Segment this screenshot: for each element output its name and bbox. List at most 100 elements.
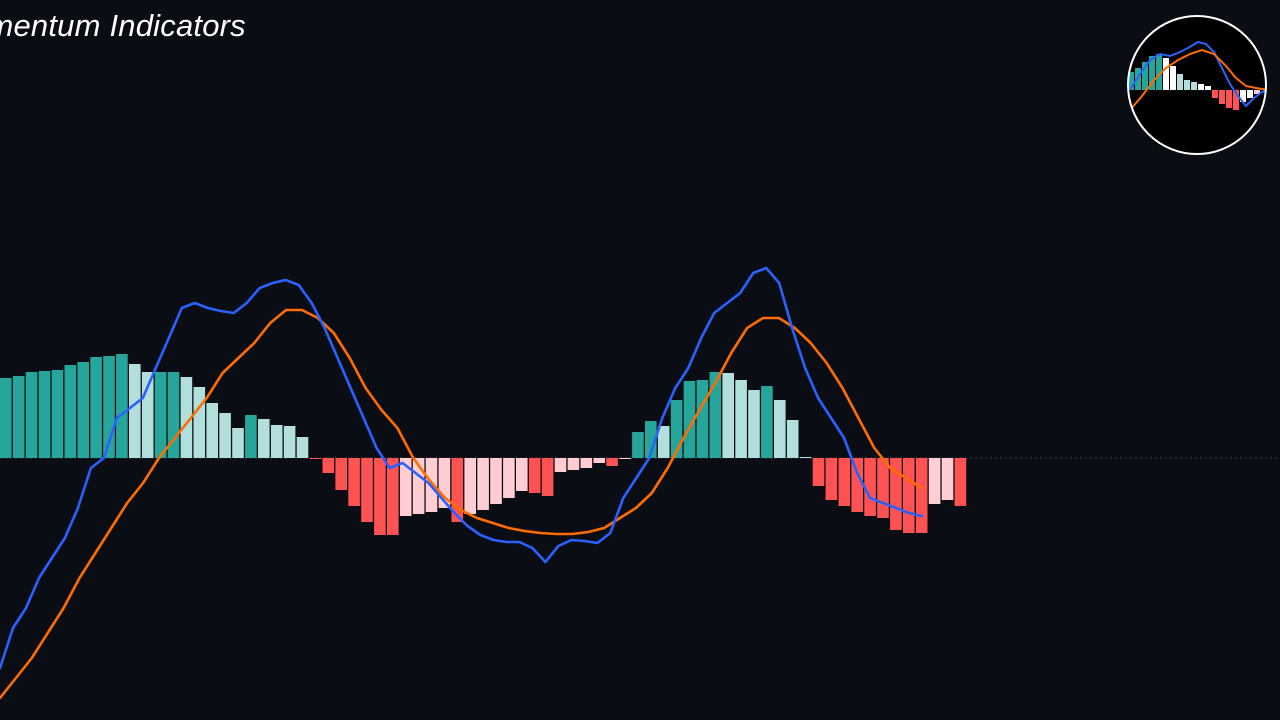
histogram-bar: [541, 458, 554, 496]
logo-histogram-bar: [1184, 80, 1190, 90]
histogram-bar: [567, 458, 580, 470]
logo-histogram-bar: [1170, 66, 1176, 90]
histogram-bar: [722, 373, 734, 458]
logo-histogram-bar: [1198, 84, 1204, 90]
histogram-bar: [38, 371, 51, 458]
histogram-bar: [64, 365, 77, 458]
histogram-bar: [554, 458, 567, 472]
histogram-bar: [477, 458, 489, 510]
histogram-bar: [180, 377, 193, 458]
histogram-bar: [954, 458, 967, 506]
logo-histogram-bar: [1212, 90, 1218, 98]
histogram-bar: [12, 376, 25, 458]
logo-histogram-bar: [1205, 86, 1211, 90]
histogram-bar: [0, 378, 12, 458]
histogram-bar: [696, 380, 709, 458]
histogram-bar: [438, 458, 451, 508]
histogram-bar: [709, 372, 722, 458]
histogram-bar: [851, 458, 863, 512]
indicator-logo: [1127, 15, 1267, 155]
logo-histogram-bar: [1177, 74, 1183, 90]
histogram-bar: [193, 387, 206, 458]
logo-histogram-bar: [1156, 54, 1162, 90]
logo-histogram-bar: [1219, 90, 1225, 104]
histogram-bar: [103, 356, 115, 458]
histogram-bar: [51, 370, 64, 458]
histogram-bar: [799, 457, 812, 458]
histogram-bar: [903, 458, 915, 533]
histogram-bar: [322, 458, 335, 473]
histogram-bar: [632, 432, 644, 458]
histogram-bar: [593, 458, 605, 463]
histogram-bar: [670, 400, 683, 458]
logo-macd-line: [1129, 40, 1266, 108]
histogram-bar: [206, 403, 218, 458]
chart-title: Momentum Indicators: [0, 8, 246, 43]
histogram-bar: [309, 458, 322, 459]
histogram-bar: [296, 437, 309, 458]
histogram-bar: [877, 458, 889, 518]
histogram-bar: [154, 372, 167, 458]
histogram-bar: [219, 413, 231, 458]
histogram-bar: [683, 381, 696, 458]
logo-histogram-bar: [1254, 90, 1260, 94]
logo-histogram-bar: [1163, 58, 1169, 90]
histogram-bar: [761, 386, 773, 458]
signal-line: [0, 308, 924, 700]
histogram-bar: [528, 458, 541, 493]
histogram-bar: [915, 458, 928, 533]
histogram-bar: [890, 458, 902, 530]
logo-ring: [1127, 15, 1267, 155]
logo-histogram-bar: [1142, 62, 1148, 90]
histogram-bar: [941, 458, 954, 500]
histogram-bar: [387, 458, 399, 535]
histogram-bar: [167, 372, 180, 458]
logo-histogram-bar: [1240, 90, 1246, 102]
histogram-bar: [361, 458, 373, 522]
histogram-bar: [335, 458, 347, 490]
histogram-bar: [503, 458, 515, 498]
histogram: [0, 354, 967, 535]
histogram-bar: [129, 364, 141, 458]
histogram-bar: [825, 458, 838, 500]
logo-histogram-bar: [1149, 56, 1155, 90]
histogram-bar: [864, 458, 876, 516]
histogram-bar: [141, 372, 154, 458]
histogram-bar: [258, 419, 270, 458]
logo-histogram-bar: [1226, 90, 1232, 108]
histogram-bar: [928, 458, 941, 504]
histogram-bar: [399, 458, 412, 516]
logo-histogram-bar: [1247, 90, 1253, 98]
logo-histogram-bar: [1191, 82, 1197, 90]
histogram-bar: [77, 362, 89, 458]
histogram-bar: [116, 354, 128, 458]
histogram-bar: [25, 372, 38, 458]
histogram-bar: [464, 458, 476, 514]
histogram-bar: [619, 458, 631, 459]
macd-line: [0, 266, 924, 670]
histogram-bar: [90, 357, 102, 458]
histogram-bar: [232, 428, 244, 458]
histogram-bar: [451, 458, 464, 522]
histogram-bar: [774, 400, 786, 458]
histogram-bar: [580, 458, 593, 468]
histogram-bar: [645, 421, 657, 458]
histogram-bar: [838, 458, 851, 506]
histogram-bar: [412, 458, 425, 514]
histogram-bar: [348, 458, 360, 506]
histogram-bar: [245, 415, 257, 458]
logo-signal-line: [1129, 48, 1266, 111]
histogram-bar: [374, 458, 386, 535]
histogram-bar: [283, 426, 296, 458]
histogram-bar: [812, 458, 825, 486]
histogram-bar: [490, 458, 502, 504]
logo-histogram-bar: [1233, 90, 1239, 110]
logo-histogram-bar: [1128, 72, 1134, 90]
histogram-bar: [786, 420, 799, 458]
histogram-bar: [735, 380, 747, 458]
histogram-bar: [516, 458, 528, 491]
macd-lines: [0, 266, 924, 700]
histogram-bar: [748, 390, 760, 458]
histogram-bar: [606, 458, 618, 466]
